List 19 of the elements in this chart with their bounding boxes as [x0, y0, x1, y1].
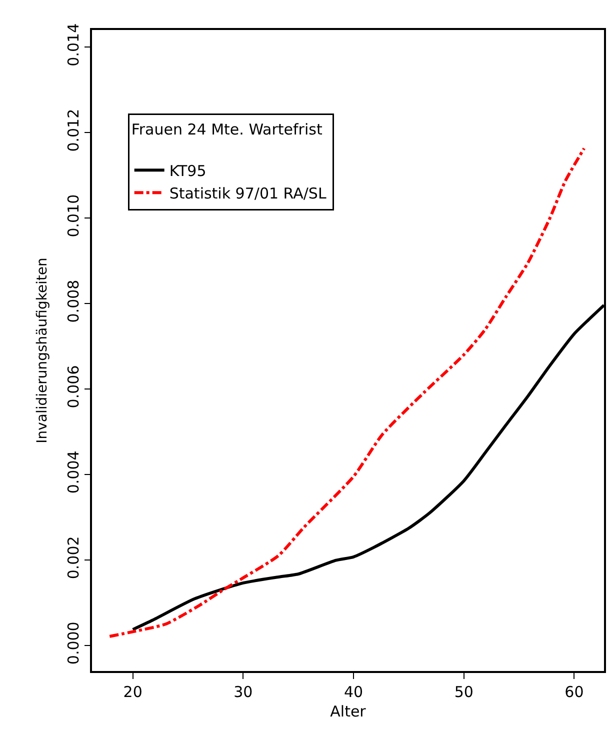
x-tick-label: 60: [564, 682, 584, 701]
y-tick-label: 0.012: [64, 108, 82, 152]
x-tick-label: 50: [454, 682, 474, 701]
x-tick-label: 20: [123, 682, 142, 701]
y-tick-label: 0.000: [64, 622, 82, 665]
x-axis-title: Alter: [330, 702, 367, 720]
y-tick-label: 0.004: [64, 450, 82, 494]
y-tick-label: 0.010: [64, 194, 82, 238]
legend-label: KT95: [169, 162, 206, 180]
x-tick-label: 30: [234, 682, 253, 701]
y-tick-label: 0.006: [64, 365, 82, 408]
legend-title: Frauen 24 Mte. Wartefrist: [131, 120, 322, 138]
legend-label: Statistik 97/01 RA/SL: [169, 184, 327, 202]
x-tick-label: 40: [344, 682, 364, 701]
y-tick-label: 0.008: [64, 280, 82, 323]
y-tick-label: 0.002: [64, 536, 82, 580]
y-tick-label: 0.014: [64, 23, 82, 66]
line-series: [108, 146, 586, 638]
y-axis-title: Invalidierungshäufigkeiten: [34, 258, 50, 444]
